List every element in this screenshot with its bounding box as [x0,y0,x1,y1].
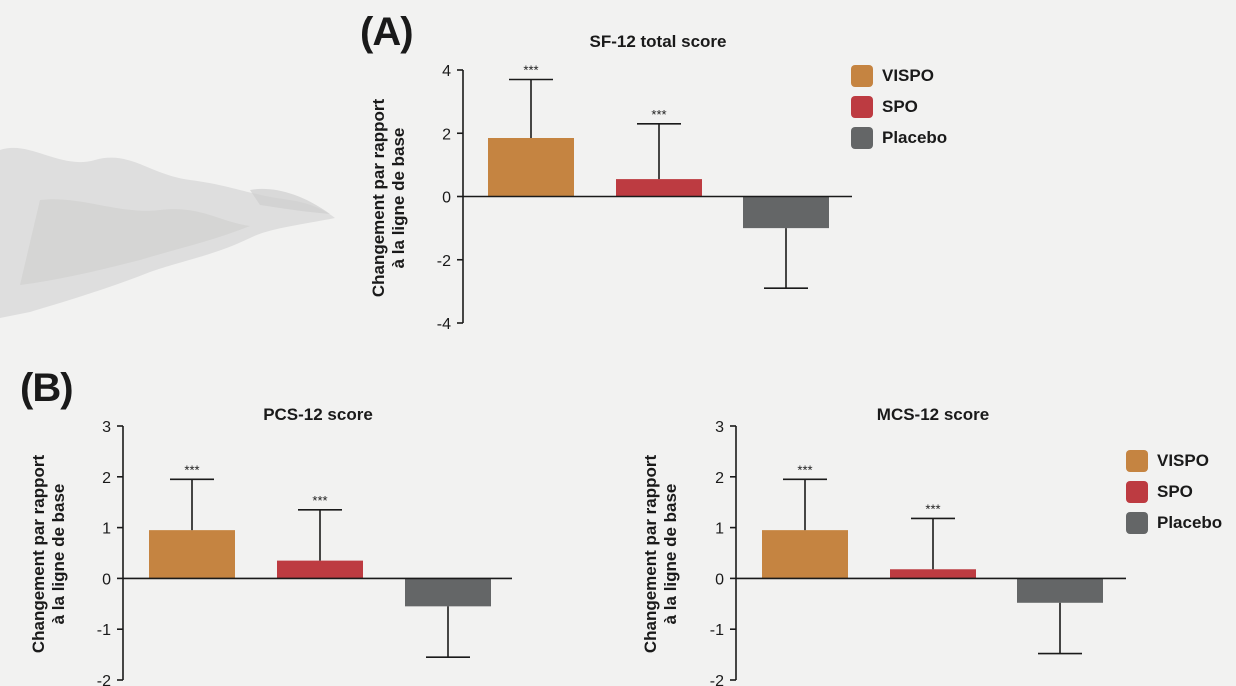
significance-label: *** [925,501,940,516]
legend-label-vispo: VISPO [882,65,934,85]
chart-title: SF-12 total score [590,32,727,51]
y-axis-label: Changement par rapport à la ligne de base [641,454,680,653]
legend-item-placebo: Placebo [1126,507,1222,538]
bar-placebo [405,578,491,607]
y-axis-label: Changement par rapport à la ligne de base [369,98,408,297]
bar-vispo [488,137,574,197]
y-tick-label: 2 [715,470,724,487]
bar-spo [277,560,363,579]
legend-item-spo: SPO [1126,476,1222,507]
y-tick-label: 3 [715,419,724,436]
y-tick-label: 0 [442,190,451,207]
legend-label-placebo: Placebo [1157,512,1223,532]
background-texture [0,147,335,318]
legend-item-vispo: VISPO [1126,445,1222,476]
legend-item-vispo: VISPO [851,60,947,91]
y-axis-label-line: Changement par rapport [369,98,388,297]
panel-label-b: (B) [20,366,74,410]
legend-sf12: VISPO SPO Placebo [851,60,947,153]
y-axis-label-line: Changement par rapport [29,454,48,653]
bar-placebo [1017,578,1103,603]
y-tick-label: 1 [715,521,724,538]
legend-item-placebo: Placebo [851,122,947,153]
legend-b: VISPO SPO Placebo [1126,445,1222,538]
legend-swatch-vispo [1126,449,1148,472]
significance-label: *** [184,462,199,477]
bar-vispo [762,530,848,579]
significance-label: *** [523,62,538,77]
y-tick-label: 1 [102,521,111,538]
legend-label-spo: SPO [882,96,918,116]
y-tick-label: 0 [715,571,724,588]
legend-swatch-spo [851,95,873,118]
legend-swatch-vispo [851,64,873,87]
legend-swatch-placebo [1126,511,1148,534]
chart-title: PCS-12 score [263,405,373,424]
legend-label-vispo: VISPO [1157,450,1209,470]
bar-placebo [743,196,829,229]
y-axis-label-line: à la ligne de base [389,128,408,269]
y-tick-label: 4 [442,63,451,80]
legend-swatch-placebo [851,126,873,149]
y-axis-label-line: à la ligne de base [661,484,680,625]
y-tick-label: -1 [97,622,111,639]
y-tick-label: 3 [102,419,111,436]
legend-item-spo: SPO [851,91,947,122]
y-tick-label: -4 [437,316,451,333]
legend-swatch-spo [1126,480,1148,503]
y-tick-label: 0 [102,571,111,588]
legend-label-spo: SPO [1157,481,1193,501]
significance-label: *** [797,462,812,477]
chart-title: MCS-12 score [877,405,989,424]
bar-vispo [149,530,235,579]
y-axis-label: Changement par rapport à la ligne de base [29,454,68,653]
bar-spo [890,569,976,579]
significance-label: *** [651,107,666,122]
y-axis-label-line: à la ligne de base [49,484,68,625]
y-axis-label-line: Changement par rapport [641,454,660,653]
y-tick-label: -2 [710,673,724,686]
panel-label-a: (A) [360,10,414,54]
y-tick-label: 2 [102,470,111,487]
y-tick-label: -2 [97,673,111,686]
legend-label-placebo: Placebo [882,127,948,147]
significance-label: *** [312,493,327,508]
y-tick-label: -1 [710,622,724,639]
bar-spo [616,179,702,197]
y-tick-label: 2 [442,126,451,143]
y-tick-label: -2 [437,253,451,270]
